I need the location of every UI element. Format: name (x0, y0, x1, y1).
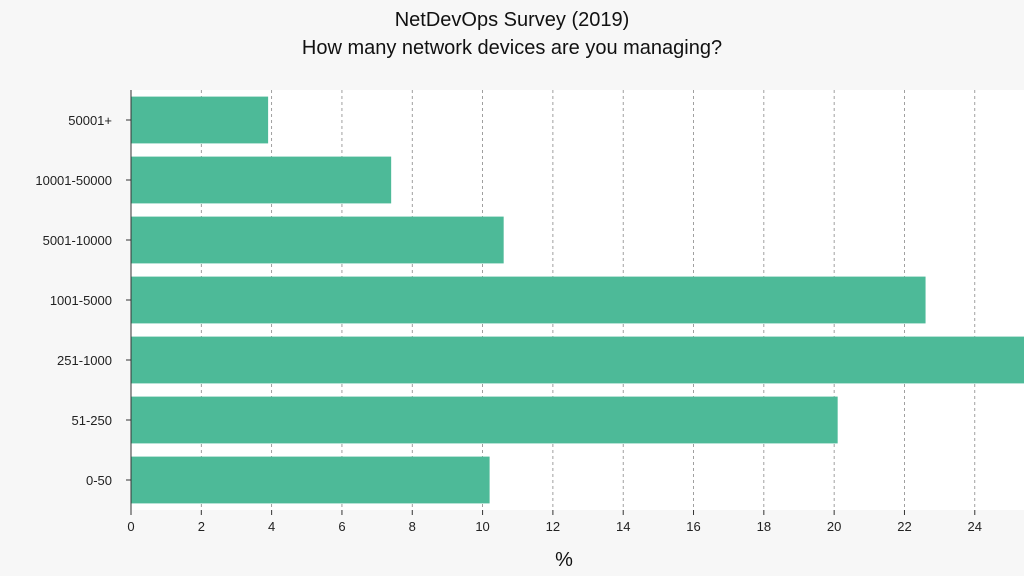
x-tick-label: 20 (827, 519, 841, 534)
x-tick-label: 14 (616, 519, 630, 534)
bar-50001+ (131, 96, 269, 144)
x-tick-label: 8 (409, 519, 416, 534)
x-tick-label: 16 (686, 519, 700, 534)
y-tick-label: 10001-50000 (35, 173, 112, 188)
chart-subtitle: How many network devices are you managin… (301, 37, 723, 59)
x-axis-label: % (555, 549, 573, 571)
x-tick-label: 4 (268, 519, 275, 534)
bar-1001-5000 (131, 276, 926, 324)
x-tick-label: 10 (475, 519, 489, 534)
bar-5001-10000 (131, 216, 504, 264)
x-tick-label: 22 (897, 519, 911, 534)
x-tick-label: 6 (338, 519, 345, 534)
y-tick-label: 251-1000 (57, 353, 112, 368)
y-tick-label: 5001-10000 (43, 233, 112, 248)
y-tick-label: 51-250 (72, 413, 112, 428)
bar-10001-50000 (131, 156, 392, 204)
x-tick-label: 12 (546, 519, 560, 534)
bar-0-50 (131, 456, 490, 504)
bars (131, 96, 1024, 504)
bar-251-1000 (131, 336, 1024, 384)
x-tick-label: 18 (757, 519, 771, 534)
x-tick-label: 24 (968, 519, 982, 534)
x-tick-label: 2 (198, 519, 205, 534)
y-tick-label: 50001+ (68, 113, 112, 128)
x-tick-labels: 0 2 4 6 8 10 12 14 16 18 20 22 24 (127, 510, 982, 534)
chart-title: NetDevOps Survey (2019) (394, 9, 630, 31)
bar-51-250 (131, 396, 838, 444)
y-tick-labels: 50001+ 10001-50000 5001-10000 1001-5000 251-… (35, 113, 131, 488)
x-tick-label: 0 (127, 519, 134, 534)
y-tick-label: 0-50 (86, 473, 112, 488)
y-tick-label: 1001-5000 (50, 293, 112, 308)
